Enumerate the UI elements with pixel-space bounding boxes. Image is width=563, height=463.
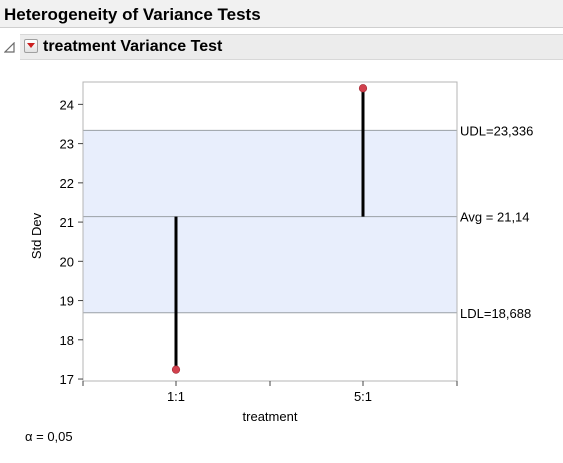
y-tick-label: 24	[60, 97, 74, 112]
y-tick-label: 18	[60, 333, 74, 348]
y-tick-label: 22	[60, 176, 74, 191]
decision-band	[83, 130, 457, 313]
y-tick-label: 20	[60, 254, 74, 269]
y-tick-label: 19	[60, 294, 74, 309]
section-title: treatment Variance Test	[43, 38, 223, 55]
alpha-label: α = 0,05	[25, 429, 73, 444]
x-axis-title: treatment	[243, 409, 298, 424]
ldl-label: LDL=18,688	[460, 306, 531, 321]
y-tick-label: 23	[60, 137, 74, 152]
udl-label: UDL=23,336	[460, 123, 533, 138]
report-title: Heterogeneity of Variance Tests	[4, 5, 261, 24]
red-triangle-menu-icon[interactable]	[24, 39, 38, 53]
std-dev-point	[171, 365, 181, 374]
report-title-bar: Heterogeneity of Variance Tests	[0, 0, 563, 28]
collapse-triangle-icon[interactable]	[4, 42, 16, 54]
x-tick-label: 5:1	[354, 389, 372, 404]
y-axis-title: Std Dev	[29, 212, 44, 259]
section-header: treatment Variance Test	[20, 34, 563, 60]
avg-label: Avg = 21,14	[460, 210, 530, 225]
y-tick-label: 21	[60, 215, 74, 230]
y-tick-label: 17	[60, 372, 74, 387]
x-tick-label: 1:1	[167, 389, 185, 404]
std-dev-point	[358, 84, 368, 93]
